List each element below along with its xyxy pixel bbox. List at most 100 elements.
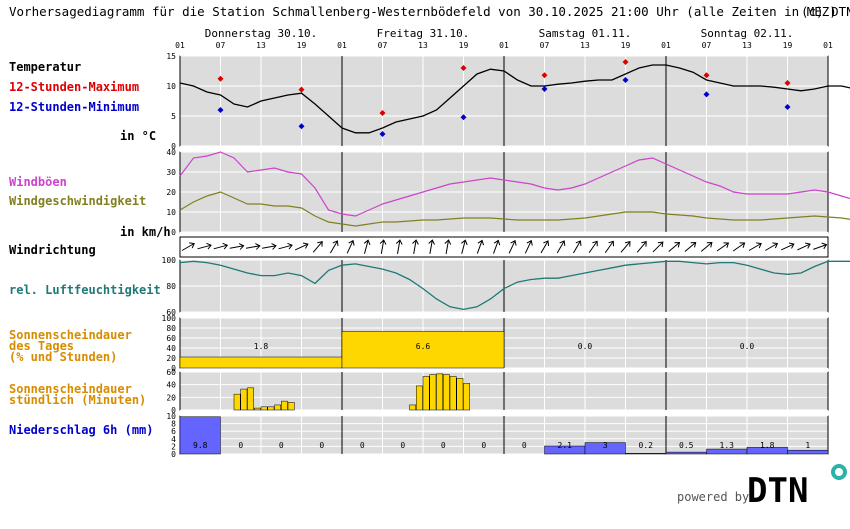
day-labels: Donnerstag 30.10. Freitag 31.10. Samstag…: [205, 27, 794, 40]
hour-tick-12: 01: [661, 41, 671, 50]
temperature-panel: 0 5 10 15: [166, 52, 850, 151]
dtn-brand-dot: [831, 464, 847, 480]
wind-arrow-head: [379, 239, 387, 245]
label-humidity: rel. Luftfeuchtigkeit: [9, 283, 161, 297]
wind-arrow-shaft: [700, 242, 713, 252]
wind-arrow-head: [723, 242, 730, 248]
wind-panel: 0 10 20 30 40: [166, 148, 850, 237]
humidity-panel-ytick-2: 100: [162, 256, 177, 265]
wind-arrow-head: [222, 242, 229, 250]
wind-arrow-shaft: [508, 240, 516, 254]
wind-arrow-13: [395, 239, 403, 254]
sun-daily-bar-1: [341, 331, 505, 369]
temperature-panel-ytick-2: 10: [166, 82, 176, 91]
min-marker-7: [784, 104, 791, 110]
label-gust: Windböen: [9, 175, 67, 189]
wind-arrow-shaft: [445, 240, 450, 254]
wind-arrow-head: [444, 239, 452, 245]
wind-arrow-head: [575, 240, 582, 246]
label-max12: 12-Stunden-Maximum: [9, 80, 139, 94]
humidity-panel-ytick-1: 80: [166, 282, 176, 291]
label-wind-unit: in km/h: [120, 225, 171, 239]
precip-label-4: 0: [360, 441, 365, 450]
sun-daily-panel-ytick-2: 40: [166, 344, 176, 353]
wind-arrow-26: [604, 240, 614, 254]
wind-arrow-head: [592, 240, 598, 247]
wind-arrow-4: [245, 243, 261, 250]
wind-arrow-9: [329, 240, 339, 254]
wind-arrow-2: [213, 242, 229, 250]
precip-label-11: 0.2: [639, 441, 654, 450]
max-marker-2: [379, 110, 386, 116]
min-marker-4: [541, 86, 548, 92]
wind-arrow-head: [756, 242, 762, 249]
sun-hourly-bar-14: [443, 374, 450, 411]
wind-arrow-head: [271, 243, 277, 250]
wind-arrow-head: [543, 240, 550, 246]
precip-bar-10: [584, 442, 626, 455]
hour-tick-7: 19: [459, 41, 469, 50]
sun-hourly-bar-4: [260, 406, 268, 411]
wind-arrow-shaft: [380, 240, 385, 254]
wind-arrow-head: [206, 242, 212, 250]
wind-arrow-head: [348, 239, 355, 246]
label-windspeed: Windgeschwindigkeit: [9, 194, 146, 208]
wind-arrow-shaft: [262, 245, 277, 249]
day-label-2: Samstag 01.11.: [539, 27, 632, 40]
wind-arrow-shaft: [181, 243, 195, 251]
wind-arrow-shaft: [476, 240, 483, 254]
wind-arrow-head: [526, 239, 533, 246]
wind-arrow-22: [540, 240, 550, 254]
wind-arrow-head: [363, 239, 371, 246]
precip-bar-15: [787, 449, 829, 455]
wind-arrow-shaft: [588, 240, 598, 254]
max-marker-6: [703, 72, 710, 79]
day-label-0: Donnerstag 30.10.: [205, 27, 318, 40]
max-marker-0: [217, 75, 224, 82]
precip-panel-ytick-1: 2: [171, 442, 176, 451]
wind-arrow-shaft: [229, 245, 244, 249]
hour-tick-13: 07: [702, 41, 712, 50]
wind-arrow-21: [524, 239, 533, 254]
wind-arrow-head: [559, 240, 566, 246]
min-marker-0: [217, 107, 224, 113]
wind-arrow-37: [780, 242, 795, 251]
precip-label-1: 0: [238, 441, 243, 450]
wind-arrow-25: [588, 240, 598, 254]
precip-label-2: 0: [279, 441, 284, 450]
sun-daily-panel-ytick-0: 0: [171, 364, 176, 373]
wind-arrow-head: [428, 239, 436, 245]
sun-hourly-bar-1: [240, 388, 248, 411]
wind-arrow-head: [821, 242, 828, 250]
precip-label-12: 0.5: [679, 441, 694, 450]
wind-arrow-head: [461, 239, 468, 246]
wind-arrow-head: [317, 240, 323, 247]
sun-daily-panel-ytick-5: 100: [162, 314, 177, 323]
wind-arrow-16: [444, 239, 452, 254]
wind-arrow-shaft: [636, 241, 647, 253]
sun-daily-panel-ytick-1: 20: [166, 354, 176, 363]
wind-arrow-shaft: [652, 241, 664, 253]
max-marker-4: [541, 72, 548, 79]
max-marker-3: [460, 65, 467, 71]
wind-arrow-head: [625, 240, 631, 247]
sun-hourly-panel-ytick-3: 60: [166, 368, 176, 377]
wind-arrow-head: [706, 241, 713, 248]
sun-hourly-panel-ytick-2: 40: [166, 381, 176, 390]
wind-arrow-5: [262, 243, 277, 250]
wind-arrow-3: [229, 243, 245, 250]
wind-arrow-34: [732, 242, 746, 252]
wind-arrow-head: [395, 239, 403, 245]
wind-arrow-shaft: [716, 242, 729, 252]
wind-arrow-23: [556, 240, 566, 254]
wind-arrow-head: [674, 241, 681, 248]
hour-tick-4: 01: [337, 41, 347, 50]
wind-arrow-36: [764, 242, 779, 251]
hour-tick-5: 07: [378, 41, 388, 50]
sun-hourly-bar-12: [429, 374, 437, 411]
sun-hourly-bar-10: [416, 385, 423, 411]
precip-label-15: 1: [805, 441, 810, 450]
